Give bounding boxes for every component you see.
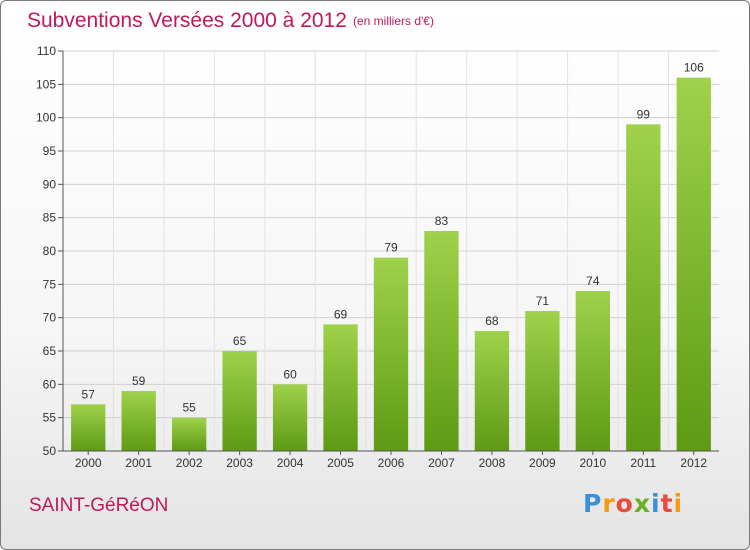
value-label: 79 — [384, 241, 398, 255]
value-label: 59 — [132, 374, 146, 388]
bar-2002 — [171, 417, 207, 451]
y-tick-label: 55 — [43, 411, 57, 425]
x-tick-label: 2001 — [125, 456, 152, 470]
chart-title: Subventions Versées 2000 à 2012 — [27, 9, 347, 32]
y-tick-label: 90 — [43, 177, 57, 191]
logo-letter: r — [602, 489, 616, 518]
value-label: 71 — [536, 294, 550, 308]
y-tick-label: 60 — [43, 377, 57, 391]
y-tick-label: 75 — [43, 277, 57, 291]
x-tick-label: 2002 — [176, 456, 203, 470]
value-label: 60 — [283, 367, 297, 381]
bar-2006 — [373, 257, 409, 451]
logo-letter: x — [633, 489, 651, 518]
bar-2000 — [71, 404, 106, 451]
x-tick-label: 2008 — [479, 456, 506, 470]
bar-2011 — [626, 124, 661, 451]
bar-2004 — [272, 384, 308, 451]
logo-letter: i — [651, 489, 661, 518]
x-tick-label: 2005 — [327, 456, 354, 470]
bars: 57 59 55 65 60 69 79 83 68 71 74 99 106 — [71, 61, 711, 452]
y-tick-label: 110 — [37, 44, 56, 58]
proxiti-logo: Proxiti — [583, 489, 683, 518]
value-label: 68 — [485, 314, 499, 328]
x-tick-label: 2007 — [428, 456, 455, 470]
bar-2009 — [525, 311, 560, 451]
y-tick-label: 105 — [36, 77, 56, 91]
logo-letter: t — [660, 489, 674, 518]
bar-2005 — [323, 324, 358, 451]
logo-letter: i — [673, 489, 684, 518]
commune-name: SAINT-GéRéON — [29, 495, 169, 516]
y-tick-label: 80 — [43, 244, 57, 258]
value-label: 106 — [684, 61, 704, 75]
x-tick-label: 2012 — [680, 456, 707, 470]
y-tick-label: 95 — [43, 144, 57, 158]
x-tick-label: 2003 — [226, 456, 253, 470]
logo-letter: P — [583, 489, 603, 518]
value-label: 55 — [182, 401, 196, 415]
x-tick-label: 2011 — [630, 456, 656, 470]
y-tick-label: 50 — [43, 444, 57, 458]
value-label: 99 — [637, 107, 651, 121]
y-tick-label: 70 — [43, 311, 57, 325]
value-label: 65 — [233, 334, 247, 348]
x-tick-label: 2004 — [277, 456, 304, 470]
value-label: 83 — [435, 214, 449, 228]
bar-2008 — [474, 331, 510, 451]
x-tick-label: 2009 — [529, 456, 556, 470]
value-label: 69 — [334, 307, 348, 321]
bar-2003 — [222, 351, 257, 451]
bar-2012 — [676, 77, 711, 452]
x-tick-label: 2006 — [378, 456, 405, 470]
bar-2007 — [424, 231, 459, 451]
bar-2010 — [575, 291, 611, 451]
value-label: 57 — [82, 387, 96, 401]
y-tick-label: 100 — [36, 111, 56, 125]
x-tick-label: 2000 — [75, 456, 102, 470]
chart-subtitle: (en milliers d'€) — [353, 14, 434, 28]
value-label: 74 — [586, 274, 600, 288]
axes: 50 55 60 65 70 75 80 85 90 95 100 105 110 2000 2001 200… — [36, 44, 719, 470]
logo-letter: o — [615, 489, 634, 518]
y-tick-label: 85 — [43, 211, 57, 225]
x-tick-label: 2010 — [579, 456, 606, 470]
y-tick-label: 65 — [43, 344, 57, 358]
bar-2001 — [121, 391, 156, 451]
